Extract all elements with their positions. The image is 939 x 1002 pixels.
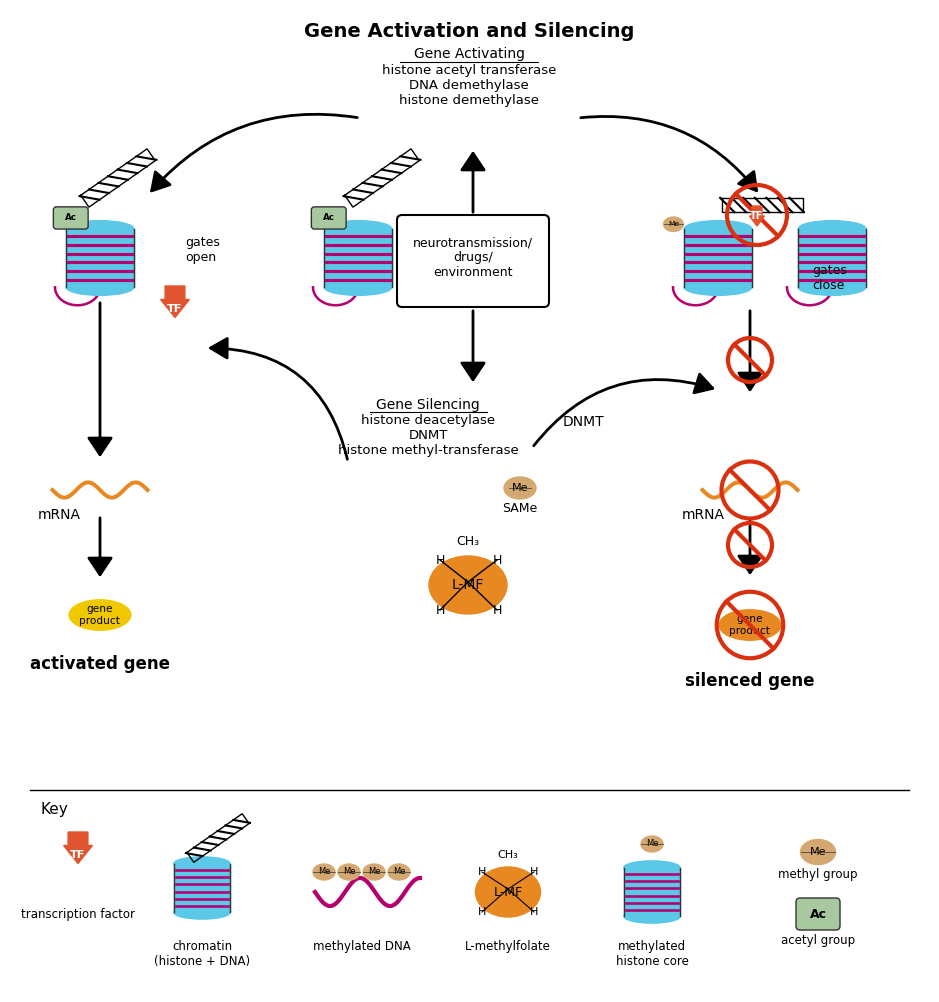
Text: Ac: Ac xyxy=(323,213,334,222)
FancyArrowPatch shape xyxy=(151,114,357,190)
Text: Gene Activating: Gene Activating xyxy=(413,47,525,61)
Ellipse shape xyxy=(67,220,133,236)
Bar xyxy=(685,228,752,288)
Text: H: H xyxy=(492,553,501,566)
Polygon shape xyxy=(81,149,155,207)
Text: Me: Me xyxy=(343,868,355,877)
Ellipse shape xyxy=(623,910,680,923)
Text: H: H xyxy=(530,867,538,877)
Text: methyl group: methyl group xyxy=(778,868,857,881)
Ellipse shape xyxy=(475,867,541,917)
Ellipse shape xyxy=(363,864,385,880)
Text: silenced gene: silenced gene xyxy=(685,672,815,690)
Ellipse shape xyxy=(388,864,410,880)
Text: Gene Silencing: Gene Silencing xyxy=(377,398,480,412)
Text: Me: Me xyxy=(668,221,679,227)
Ellipse shape xyxy=(685,280,752,296)
Text: TF: TF xyxy=(70,850,85,860)
Ellipse shape xyxy=(801,840,836,865)
Ellipse shape xyxy=(798,220,866,236)
Text: methylated
histone core: methylated histone core xyxy=(616,940,688,968)
FancyArrowPatch shape xyxy=(580,116,757,190)
Text: gene
product: gene product xyxy=(730,614,771,636)
Text: Me: Me xyxy=(512,483,529,493)
FancyArrow shape xyxy=(161,286,190,318)
FancyBboxPatch shape xyxy=(54,206,88,229)
Text: Key: Key xyxy=(40,802,68,817)
Ellipse shape xyxy=(429,556,507,614)
Text: H: H xyxy=(492,603,501,616)
Text: DNMT: DNMT xyxy=(408,429,448,442)
Ellipse shape xyxy=(719,610,781,640)
Text: L-MF: L-MF xyxy=(452,578,485,592)
Text: TF: TF xyxy=(167,304,183,314)
Bar xyxy=(798,228,866,288)
FancyArrowPatch shape xyxy=(533,374,713,446)
Ellipse shape xyxy=(664,217,684,231)
Text: activated gene: activated gene xyxy=(30,655,170,673)
Text: gates
close: gates close xyxy=(812,264,847,292)
Ellipse shape xyxy=(67,280,133,296)
Text: H: H xyxy=(530,907,538,917)
FancyArrow shape xyxy=(749,206,764,226)
Text: transcription factor: transcription factor xyxy=(21,908,135,921)
Text: CH₃: CH₃ xyxy=(498,850,518,860)
Ellipse shape xyxy=(313,864,335,880)
Bar xyxy=(324,228,392,288)
Text: H: H xyxy=(478,907,486,917)
Text: DNA demethylase: DNA demethylase xyxy=(409,79,529,92)
Ellipse shape xyxy=(641,836,663,852)
Text: DNMT: DNMT xyxy=(563,415,605,429)
Text: L-MF: L-MF xyxy=(493,886,523,899)
Text: Me: Me xyxy=(393,868,406,877)
Ellipse shape xyxy=(324,220,392,236)
Text: methylated DNA: methylated DNA xyxy=(313,940,411,953)
Text: Me: Me xyxy=(368,868,380,877)
FancyArrowPatch shape xyxy=(210,339,347,459)
FancyArrow shape xyxy=(64,832,92,864)
Bar xyxy=(67,228,133,288)
Bar xyxy=(174,864,230,913)
Ellipse shape xyxy=(623,861,680,875)
Text: histone demethylase: histone demethylase xyxy=(399,94,539,107)
Text: gene
product: gene product xyxy=(80,604,120,626)
Polygon shape xyxy=(721,197,803,212)
Text: Me: Me xyxy=(809,847,826,857)
Text: H: H xyxy=(478,867,486,877)
Text: acetyl group: acetyl group xyxy=(781,934,855,947)
Ellipse shape xyxy=(338,864,360,880)
Text: Gene Activation and Silencing: Gene Activation and Silencing xyxy=(304,22,634,41)
Text: neurotransmission/
drugs/
environment: neurotransmission/ drugs/ environment xyxy=(413,236,533,280)
Ellipse shape xyxy=(174,857,230,871)
FancyBboxPatch shape xyxy=(796,898,840,930)
Ellipse shape xyxy=(504,477,536,499)
FancyBboxPatch shape xyxy=(397,215,549,307)
Polygon shape xyxy=(187,814,249,863)
FancyBboxPatch shape xyxy=(312,206,346,229)
Text: Ac: Ac xyxy=(809,908,826,921)
Text: Me: Me xyxy=(646,840,658,849)
Text: histone acetyl transferase: histone acetyl transferase xyxy=(382,64,556,77)
Text: chromatin
(histone + DNA): chromatin (histone + DNA) xyxy=(154,940,250,968)
Text: H: H xyxy=(436,553,445,566)
Polygon shape xyxy=(345,149,420,207)
Bar xyxy=(623,868,680,917)
Ellipse shape xyxy=(798,280,866,296)
Ellipse shape xyxy=(69,600,131,630)
Text: CH₃: CH₃ xyxy=(456,535,480,548)
Text: Me: Me xyxy=(317,868,331,877)
Text: L-methylfolate: L-methylfolate xyxy=(465,940,551,953)
Text: SAMe: SAMe xyxy=(502,502,538,515)
Text: Ac: Ac xyxy=(65,213,77,222)
Text: TF: TF xyxy=(750,211,763,221)
Text: mRNA: mRNA xyxy=(682,508,725,522)
Ellipse shape xyxy=(324,280,392,296)
Text: histone deacetylase: histone deacetylase xyxy=(361,414,495,427)
Text: H: H xyxy=(436,603,445,616)
Text: mRNA: mRNA xyxy=(38,508,81,522)
Text: histone methyl-transferase: histone methyl-transferase xyxy=(338,444,518,457)
Ellipse shape xyxy=(685,220,752,236)
Ellipse shape xyxy=(174,906,230,919)
Text: gates
open: gates open xyxy=(185,236,220,264)
